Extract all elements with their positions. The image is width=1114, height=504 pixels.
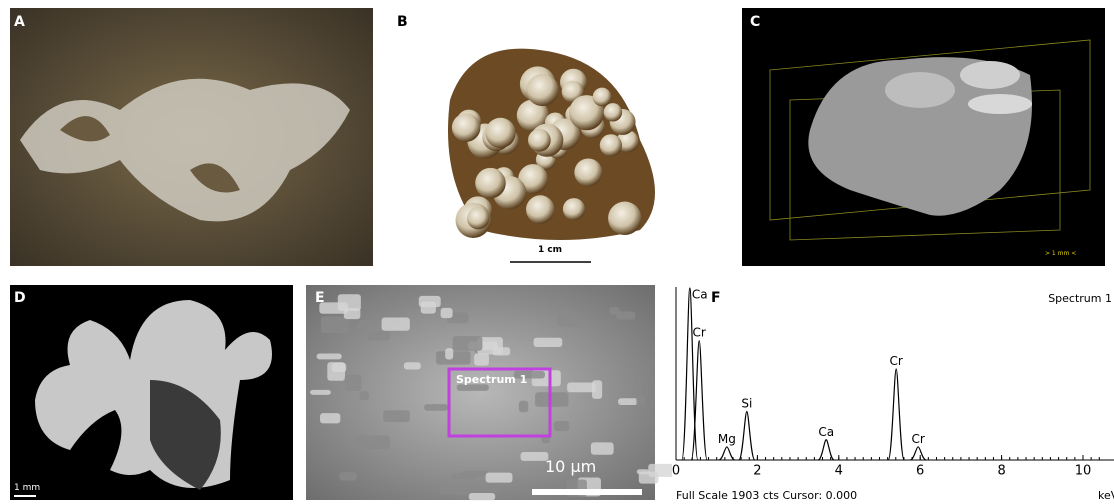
nodule	[604, 103, 622, 121]
nodule	[528, 129, 551, 152]
crystal	[637, 469, 650, 474]
crystal	[360, 391, 369, 400]
crystal	[367, 331, 390, 340]
panel-a: A	[10, 8, 373, 266]
crystal	[321, 316, 349, 333]
scale-label: 1 cm	[538, 245, 562, 255]
crystal	[558, 311, 579, 327]
nodule	[526, 195, 555, 224]
nodule	[563, 198, 585, 220]
scale-label: > 1 mm <	[1045, 250, 1076, 257]
spectrum-title: Spectrum 1	[1048, 292, 1112, 305]
crystal	[618, 398, 638, 405]
crystal	[317, 354, 342, 360]
crystal	[445, 348, 453, 359]
crystal	[534, 338, 563, 347]
crystal	[474, 353, 489, 365]
panel-e: Spectrum 1 E 10 µm	[306, 285, 677, 500]
crystal	[486, 473, 513, 483]
nodule	[574, 158, 602, 186]
nodule	[452, 113, 481, 142]
peak-label: Mg	[718, 432, 736, 446]
crystal	[320, 413, 340, 423]
panel-f: F Spectrum 1 Full Scale 1903 cts Cursor:…	[672, 285, 1114, 502]
figure: A B 1 cm C > 1 mm < D 1 mm Spectrum 1 E …	[0, 0, 1114, 504]
nodule	[608, 202, 641, 235]
crystal	[345, 375, 362, 391]
nodule	[475, 168, 506, 199]
panel-letter: E	[315, 290, 325, 306]
peak-label: Si	[741, 396, 752, 410]
peak-label: Ca	[692, 287, 708, 301]
x-axis-label: keV	[1098, 489, 1114, 502]
crystal	[344, 308, 361, 319]
crystal	[469, 493, 495, 500]
peak-label: Cr	[693, 326, 706, 340]
crystal	[404, 362, 421, 369]
crystal	[355, 435, 390, 449]
panel-d: D 1 mm	[10, 285, 293, 500]
crystal	[424, 404, 448, 411]
x-tick-label: 6	[916, 463, 924, 478]
crystal	[440, 484, 470, 495]
panel-letter: A	[14, 14, 25, 30]
panel-letter: B	[397, 14, 408, 30]
x-tick-label: 2	[753, 463, 761, 478]
crystal	[436, 351, 471, 364]
crystal	[490, 483, 501, 493]
crystal	[382, 317, 410, 330]
box-label: Spectrum 1	[456, 373, 527, 386]
panel-b: B 1 cm	[397, 14, 655, 262]
crystal	[519, 401, 528, 412]
crystal	[339, 472, 357, 480]
crystal	[441, 308, 453, 318]
crystal	[554, 421, 570, 431]
peak-label: Cr	[890, 354, 903, 368]
x-tick-label: 8	[997, 463, 1005, 478]
nodule	[600, 134, 622, 156]
crystal	[591, 442, 614, 454]
crystal	[327, 362, 345, 381]
nodule	[593, 88, 612, 107]
crystal	[383, 410, 410, 422]
nodule	[485, 118, 515, 148]
panel-letter: D	[14, 290, 26, 306]
crystal	[636, 395, 645, 405]
nodule	[467, 207, 489, 229]
crystal	[567, 383, 596, 393]
crystal	[453, 336, 483, 351]
crystal	[592, 380, 602, 399]
panel-c: C > 1 mm <	[742, 8, 1105, 266]
crystal	[359, 320, 376, 327]
crystal	[310, 390, 331, 395]
spectrum-footer: Full Scale 1903 cts Cursor: 0.000	[676, 489, 857, 502]
panel-letter: C	[750, 14, 760, 30]
crystal	[419, 296, 441, 307]
peak-label: Cr	[912, 432, 925, 446]
x-tick-label: 4	[835, 463, 843, 478]
crystal	[616, 311, 635, 319]
x-tick-label: 10	[1075, 463, 1092, 478]
scale-label: 10 µm	[545, 457, 596, 476]
crystal	[535, 392, 568, 406]
x-tick-label: 0	[672, 463, 680, 478]
nodule	[526, 74, 558, 106]
panel-letter: F	[711, 290, 721, 306]
crystal	[452, 473, 476, 479]
scale-label: 1 mm	[14, 483, 40, 493]
peak-label: Ca	[818, 425, 834, 439]
